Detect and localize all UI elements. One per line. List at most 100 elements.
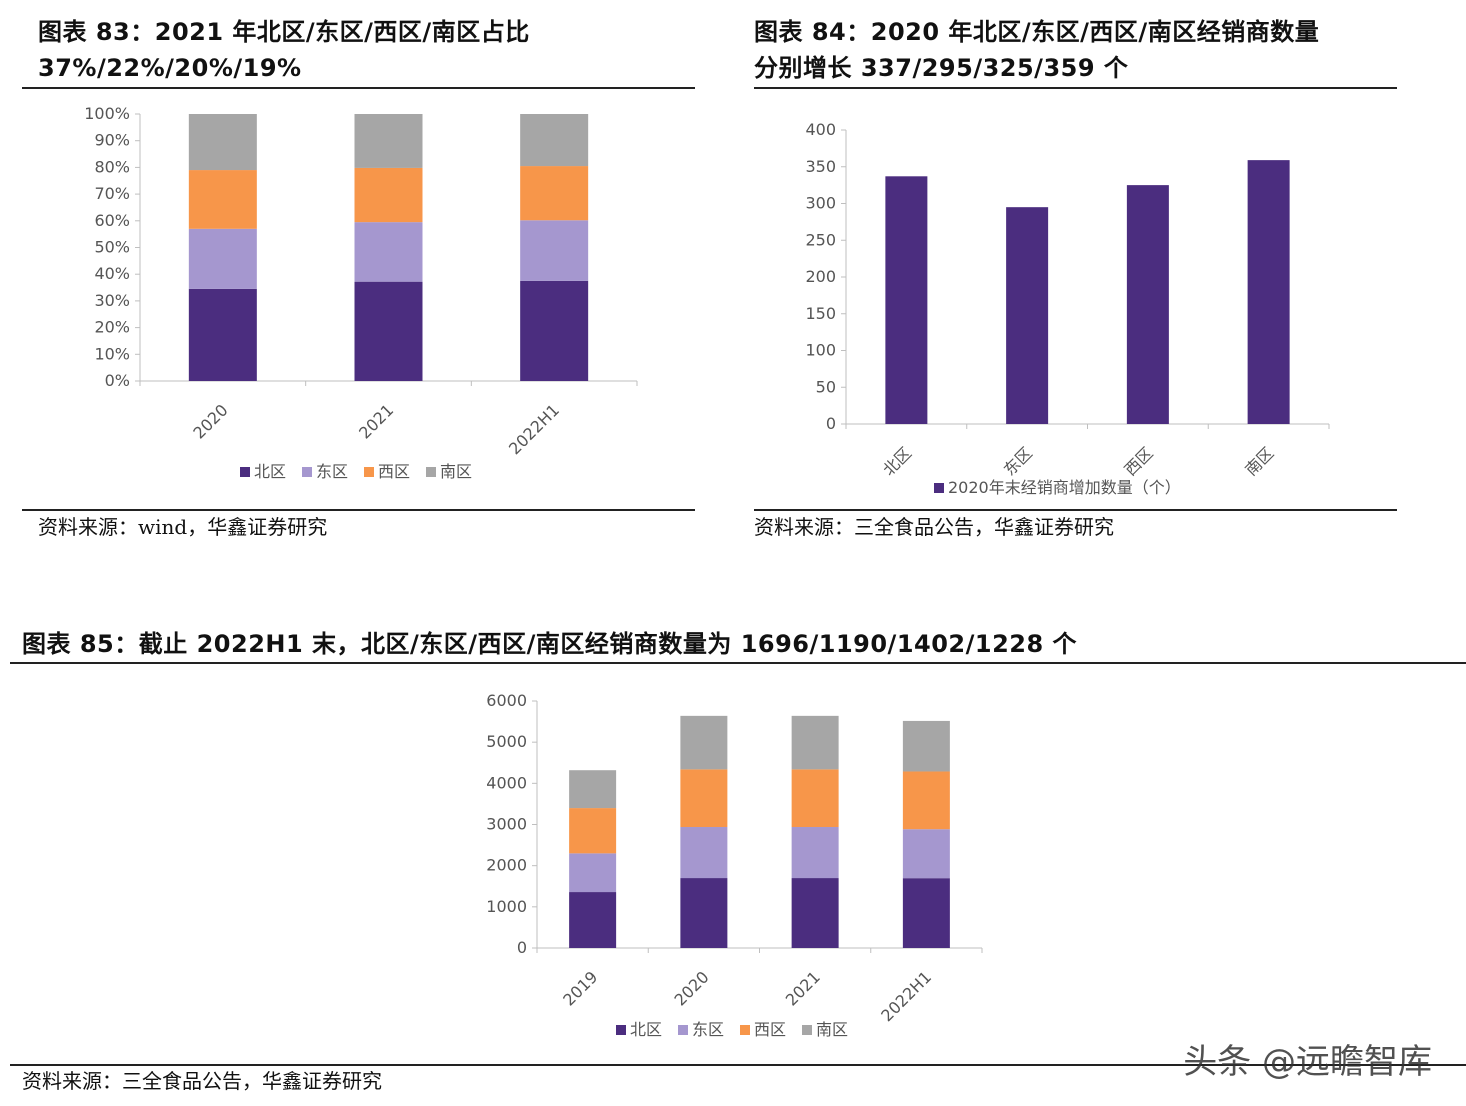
x-tick-label: 北区 [879,443,915,479]
bar-2020-南区 [680,715,728,770]
bar-2022H1-北区 [902,878,950,948]
x-tick-label: 南区 [1241,443,1277,479]
bar-2020-北区 [188,288,257,381]
y-tick-label: 200 [805,267,836,286]
y-tick-label: 20% [94,318,130,337]
figure84-source: 资料来源：三全食品公告，华鑫证券研究 [754,515,1114,539]
figure83-top-rule [22,87,695,89]
bar-2021-东区 [354,222,423,282]
bar-2021-西区 [354,167,423,223]
y-tick-label: 80% [94,157,130,176]
y-tick-label: 0 [826,414,836,433]
figure84-title-line1: 图表 84：2020 年北区/东区/西区/南区经销商数量 [754,18,1320,46]
figure83-title: 图表 83：2021 年北区/东区/西区/南区占比 37%/22%/20%/19… [38,14,718,86]
figure84-bottom-rule [754,509,1397,511]
y-tick-label: 2000 [486,856,527,875]
bar-2021-南区 [791,715,839,770]
bar-2020-东区 [188,228,257,289]
y-tick-label: 4000 [486,773,527,792]
x-tick-label: 2020 [189,400,231,442]
y-tick-label: 150 [805,304,836,323]
legend-label: 西区 [378,462,410,481]
bar-2019-东区 [569,853,617,893]
legend-swatch [302,467,312,477]
bar-2019-北区 [569,892,617,948]
figure83-title-line1: 图表 83：2021 年北区/东区/西区/南区占比 [38,18,530,46]
x-tick-label: 西区 [1121,443,1157,479]
y-tick-label: 300 [805,194,836,213]
legend-swatch [802,1025,812,1035]
figure84-title: 图表 84：2020 年北区/东区/西区/南区经销商数量 分别增长 337/29… [754,14,1434,86]
figure85-title: 图表 85：截止 2022H1 末，北区/东区/西区/南区经销商数量为 1696… [22,630,1078,658]
y-tick-label: 6000 [486,691,527,710]
x-tick-label: 2022H1 [877,967,935,1025]
bar-2020-北区 [680,878,728,948]
chart-84-dealer-increase: 0 50 100 150 200 250 300 350 400 北区 东区 西区 南区 2020年末经销… [805,120,1330,497]
x-tick-label: 2021 [782,967,824,1009]
figure84-top-rule [754,87,1397,89]
x-tick-label: 2019 [559,967,601,1009]
bar-2021-北区 [354,281,423,381]
figure83-bottom-rule [22,509,695,511]
legend-swatch [240,467,250,477]
bar-2020-西区 [188,170,257,229]
bar-2021-西区 [791,769,839,828]
y-tick-label: 60% [94,211,130,230]
bar-2022H1-南区 [902,720,950,772]
legend-label: 南区 [440,462,472,481]
bar-2021-东区 [791,827,839,879]
y-tick-label: 10% [94,344,130,363]
y-tick-label: 30% [94,291,130,310]
bar-2021-南区 [354,114,423,168]
figure85-bottom-rule [10,1064,1466,1066]
legend-label: 东区 [316,462,348,481]
legend-label: 北区 [254,462,286,481]
y-tick-label: 250 [805,230,836,249]
y-tick-label: 100% [84,104,130,123]
y-tick-label: 1000 [486,897,527,916]
y-tick-label: 400 [805,120,836,139]
bar-2022H1-西区 [520,166,589,221]
bar-北区-2020年末经销商增加数量（个） [885,176,928,424]
legend-swatch [934,483,944,493]
y-tick-label: 40% [94,264,130,283]
legend-label: 东区 [692,1020,724,1039]
legend-label: 南区 [816,1020,848,1039]
chart-85-dealer-count: 0 1000 2000 3000 4000 5000 6000 2019 2020 2021 202… [486,691,983,1039]
legend-swatch [678,1025,688,1035]
chart-83-region-share: 0% 10% 20% 30% 40% 50% 60% 70% 80% 90% 100% 2020 202… [84,104,638,481]
y-tick-label: 90% [94,131,130,150]
figure83-title-line2: 37%/22%/20%/19% [38,54,302,82]
bar-2022H1-西区 [902,771,950,830]
bar-2020-东区 [680,827,728,879]
bar-2022H1-南区 [520,114,589,167]
bar-2019-西区 [569,808,617,854]
y-tick-label: 100 [805,341,836,360]
bar-2019-南区 [569,770,617,809]
x-tick-label: 2021 [355,400,397,442]
y-tick-label: 3000 [486,815,527,834]
figure85-source: 资料来源：三全食品公告，华鑫证券研究 [22,1069,382,1093]
x-tick-label: 东区 [1000,443,1036,479]
figure85-top-rule [10,662,1466,664]
legend-label: 西区 [754,1020,786,1039]
x-tick-label: 2022H1 [505,400,563,458]
bar-2022H1-北区 [520,280,589,381]
figure83-source: 资料来源：wind，华鑫证券研究 [38,515,328,539]
y-tick-label: 50 [816,377,836,396]
legend-label: 2020年末经销商增加数量（个） [948,478,1181,497]
bar-东区-2020年末经销商增加数量（个） [1006,207,1049,424]
legend-label: 北区 [630,1020,662,1039]
legend-swatch [364,467,374,477]
y-tick-label: 5000 [486,732,527,751]
bar-2020-西区 [680,769,728,828]
y-tick-label: 0% [105,371,130,390]
y-tick-label: 70% [94,184,130,203]
bar-南区-2020年末经销商增加数量（个） [1247,160,1290,424]
bar-2020-南区 [188,114,257,171]
bar-2021-北区 [791,878,839,948]
bar-2022H1-东区 [902,829,950,879]
legend-swatch [740,1025,750,1035]
y-tick-label: 0 [517,938,527,957]
watermark: 头条 @远瞻智库 [1183,1042,1432,1082]
